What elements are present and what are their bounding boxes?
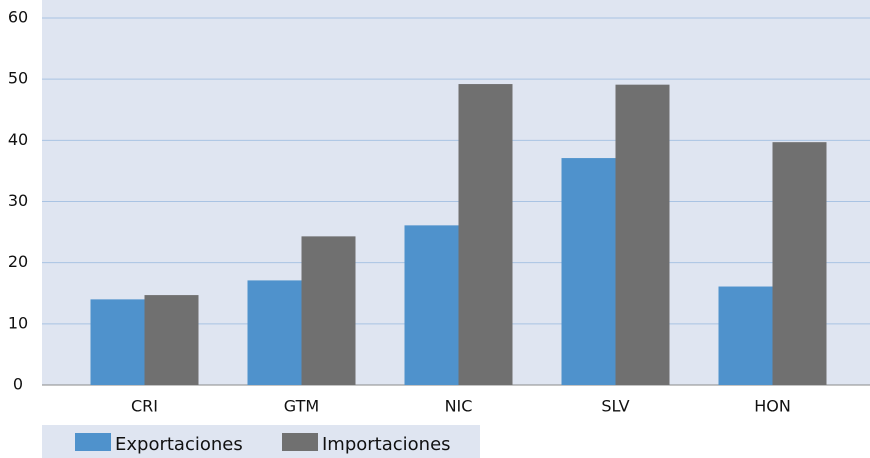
y-tick-label: 50 bbox=[8, 69, 28, 88]
x-tick-label: HON bbox=[754, 397, 791, 416]
bar bbox=[247, 280, 302, 385]
legend-swatch bbox=[75, 433, 111, 451]
bar bbox=[301, 236, 356, 385]
bar bbox=[615, 84, 670, 386]
legend-background bbox=[42, 425, 480, 458]
bar bbox=[90, 299, 145, 385]
legend-label: Importaciones bbox=[322, 434, 451, 455]
x-tick-label: CRI bbox=[131, 397, 158, 416]
x-tick-label: SLV bbox=[601, 397, 629, 416]
bar bbox=[718, 286, 773, 385]
y-tick-label: 30 bbox=[8, 191, 28, 210]
x-tick-label: NIC bbox=[445, 397, 473, 416]
bar bbox=[144, 295, 199, 385]
y-tick-label: 10 bbox=[8, 313, 28, 332]
bar bbox=[772, 142, 827, 385]
legend-swatch bbox=[282, 433, 318, 451]
y-tick-label: 20 bbox=[8, 252, 28, 271]
y-tick-label: 60 bbox=[8, 8, 28, 27]
y-tick-label: 40 bbox=[8, 130, 28, 149]
legend-label: Exportaciones bbox=[115, 434, 243, 455]
bar bbox=[404, 225, 459, 385]
y-tick-label: 0 bbox=[13, 375, 23, 394]
bar bbox=[458, 84, 513, 385]
bar bbox=[561, 158, 616, 385]
x-tick-label: GTM bbox=[284, 397, 319, 416]
